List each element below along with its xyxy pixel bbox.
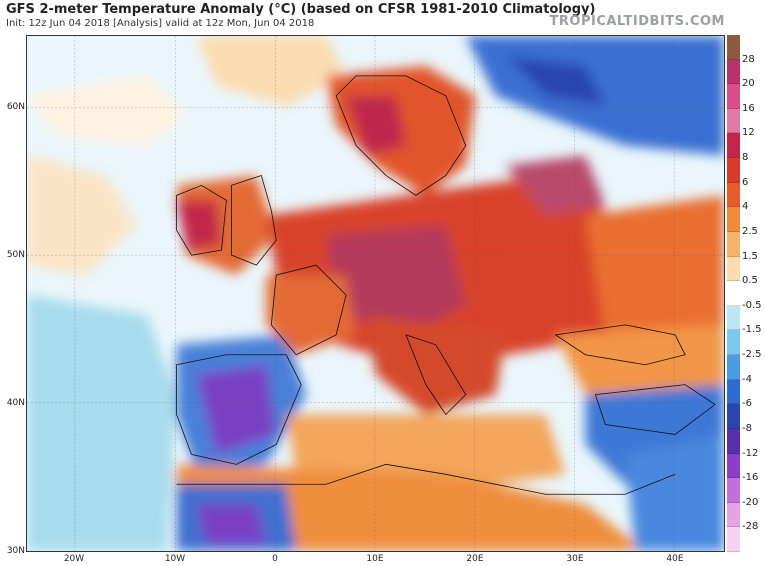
colorbar-label: 20 xyxy=(742,78,755,90)
colorbar-cell xyxy=(727,108,740,134)
colorbar-label: -28 xyxy=(742,521,759,533)
colorbar-cell xyxy=(727,305,740,331)
lon-label-30e: 30E xyxy=(566,554,584,564)
lon-label-10e: 10E xyxy=(366,554,384,564)
colorbar-cell xyxy=(727,256,740,282)
colorbar-label: -12 xyxy=(742,447,759,459)
colorbar-cell xyxy=(727,379,740,405)
chart-subtitle: Init: 12z Jun 04 2018 [Analysis] valid a… xyxy=(6,18,315,29)
atlantic-cool-anomaly xyxy=(27,294,177,551)
colorbar-label: 0.5 xyxy=(742,275,758,287)
colorbar-label: -0.5 xyxy=(742,299,762,311)
colorbar-cell xyxy=(727,59,740,85)
colorbar-label: -2.5 xyxy=(742,349,762,361)
lat-label-50n: 50N xyxy=(6,250,25,260)
colorbar-cell xyxy=(727,330,740,356)
colorbar-label: -4 xyxy=(742,373,752,385)
lat-label-60n: 60N xyxy=(6,102,25,112)
colorbar-cell xyxy=(727,133,740,159)
colorbar-label: 1.5 xyxy=(742,250,758,262)
colorbar-cell xyxy=(727,35,740,60)
lon-label-10w: 10W xyxy=(164,554,186,564)
colorbar-label: -1.5 xyxy=(742,324,762,336)
colorbar-cell xyxy=(727,453,740,479)
lon-label-0: 0 xyxy=(272,554,278,564)
colorbar-cell xyxy=(727,355,740,380)
colorbar-label: 8 xyxy=(742,152,749,164)
colorbar-cell xyxy=(727,84,740,109)
colorbar-cell xyxy=(727,404,740,429)
colorbar-label: 4 xyxy=(742,201,749,213)
temperature-anomaly-map xyxy=(26,35,725,552)
colorbar-label: 12 xyxy=(742,127,755,139)
colorbar-cell xyxy=(727,527,740,552)
colorbar-label: 6 xyxy=(742,176,749,188)
colorbar: 28 20 16 12 8 6 4 2.5 1.5 0.5 -0.5 -1.5 -2.5 -4 -6 -8 -1… xyxy=(727,35,764,552)
colorbar-cell xyxy=(727,428,740,454)
colorbar-label: 28 xyxy=(742,53,755,65)
colorbar-cell xyxy=(727,231,740,257)
colorbar-cell xyxy=(727,207,740,232)
colorbar-label: -16 xyxy=(742,472,759,484)
lon-label-20w: 20W xyxy=(63,554,85,564)
colorbar-cell xyxy=(727,281,740,306)
colorbar-label: -8 xyxy=(742,422,752,434)
colorbar-cell xyxy=(727,478,740,503)
colorbar-label: -6 xyxy=(742,398,752,410)
lon-label-20e: 20E xyxy=(466,554,484,564)
lon-label-40e: 40E xyxy=(666,554,684,564)
north-africa-anomaly xyxy=(176,464,646,551)
lat-label-30n: 30N xyxy=(6,546,25,556)
chart-title: GFS 2-meter Temperature Anomaly (°C) (ba… xyxy=(6,2,596,17)
colorbar-label: 16 xyxy=(742,102,755,114)
brand-watermark: TROPICALTIDBITS.COM xyxy=(549,14,725,29)
colorbar-cell xyxy=(727,158,740,183)
lat-label-40n: 40N xyxy=(6,398,25,408)
colorbar-label: 2.5 xyxy=(742,225,758,237)
colorbar-label: -20 xyxy=(742,496,759,508)
colorbar-cell xyxy=(727,182,740,208)
colorbar-cell xyxy=(727,502,740,528)
